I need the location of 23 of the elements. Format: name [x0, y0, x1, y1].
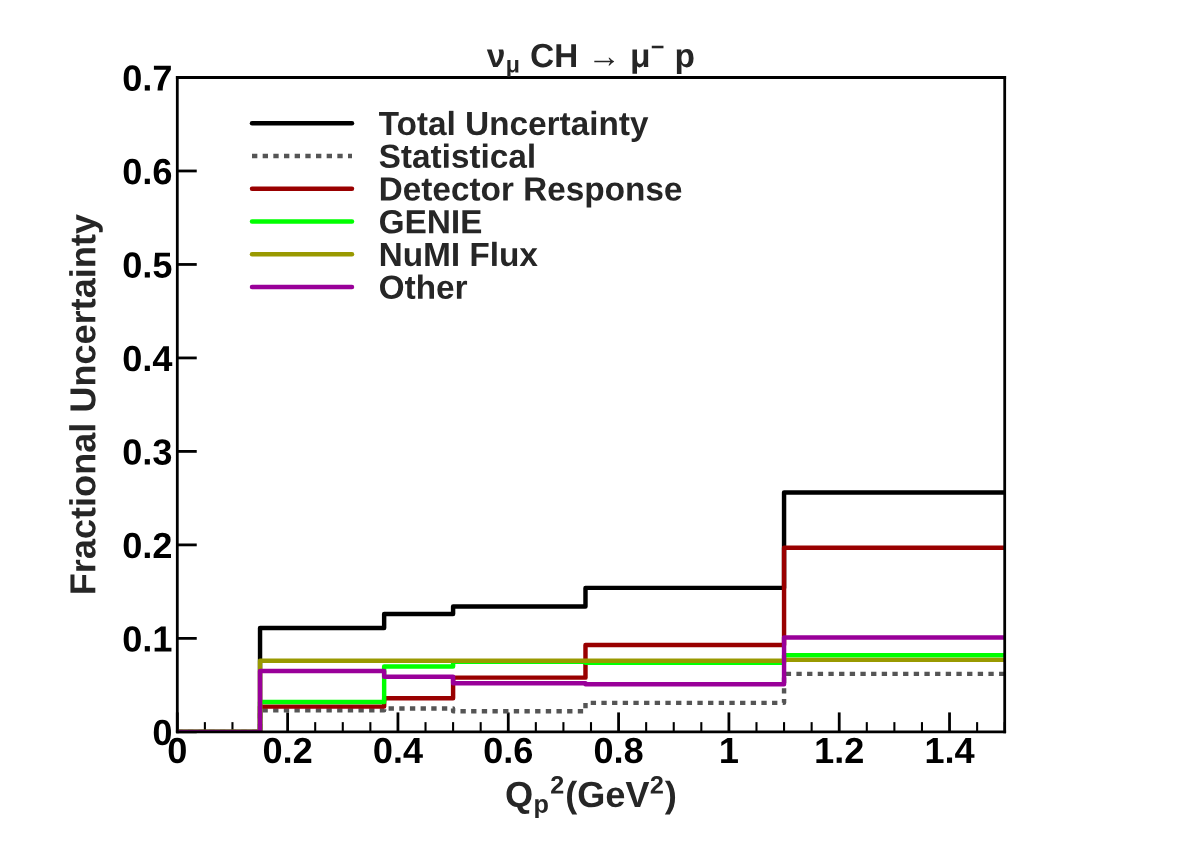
y-tick-label: 0.1 — [123, 626, 172, 652]
y-tick-label: 0.7 — [123, 65, 171, 91]
x-axis-title: Q$_{p}$$^{2}$(GeV$^{2}$) — [506, 775, 676, 818]
x-tick-label: 1.2 — [816, 737, 863, 763]
x-tick-label: 0.6 — [484, 737, 533, 764]
y-tick-label: 0.3 — [123, 439, 172, 465]
legend-label: GENIE — [380, 209, 482, 234]
y-tick-label: 0.4 — [123, 345, 173, 372]
legend-label: NuMI Flux — [380, 241, 538, 267]
legend-label: Other — [380, 274, 468, 300]
y-axis-title: Fractional Uncertainty — [69, 214, 103, 593]
x-tick-label: 1 — [721, 738, 738, 763]
chart-title: ν$_{μ}$ CH → μ$^{−}$ p — [486, 43, 694, 78]
x-tick-label: 0.2 — [263, 737, 312, 764]
legend-label: Detector Response — [380, 177, 682, 208]
y-tick-label: 0.2 — [123, 532, 171, 559]
y-tick-label: 0.6 — [123, 158, 172, 185]
y-tick-label: 0.5 — [123, 252, 172, 278]
x-tick-label: 0.8 — [594, 737, 643, 764]
x-tick-label: 1.4 — [926, 738, 975, 763]
legend-label: Statistical — [379, 143, 534, 169]
legend-label: Total Uncertainty — [379, 110, 649, 142]
x-tick-label: 0.4 — [374, 737, 423, 764]
